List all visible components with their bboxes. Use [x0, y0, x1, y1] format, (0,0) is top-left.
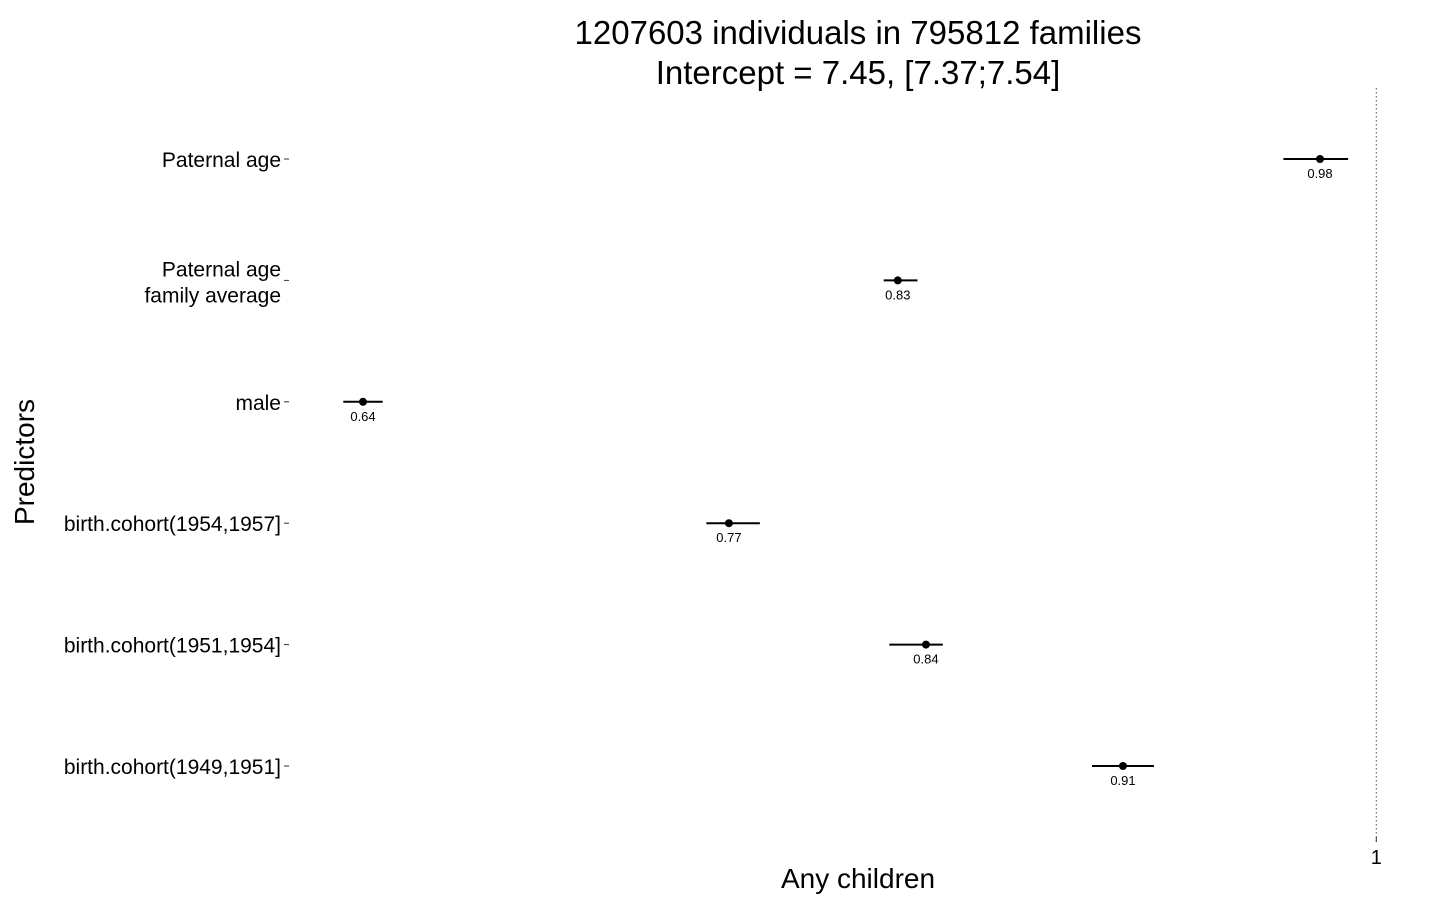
estimate-point — [921, 640, 930, 649]
x-axis-title: Any children — [781, 863, 935, 894]
chart-title-line: Intercept = 7.45, [7.37;7.54] — [656, 54, 1061, 91]
y-tick-label: birth.cohort(1954,1957] — [64, 513, 281, 536]
y-tick-label: family average — [144, 284, 281, 307]
estimate-label: 0.83 — [885, 287, 910, 302]
predictor-row: birth.cohort(1954,1957] 0.77 — [64, 513, 760, 545]
estimate-point — [893, 276, 902, 285]
y-tick-label: male — [235, 392, 281, 415]
y-tick-label: Paternal age — [162, 149, 281, 172]
chart-title: 1207603 individuals in 795812 familiesIn… — [575, 14, 1142, 91]
y-tick-label: birth.cohort(1949,1951] — [64, 756, 281, 779]
chart-title-line: 1207603 individuals in 795812 families — [575, 14, 1142, 51]
predictor-row: Paternal age 0.98 — [162, 149, 1349, 181]
x-tick-label: 1 — [1371, 847, 1382, 869]
estimate-point — [1118, 762, 1127, 770]
predictor-row: birth.cohort(1951,1954] 0.84 — [64, 635, 943, 667]
estimate-label: 0.84 — [913, 652, 938, 667]
estimate-point — [724, 519, 733, 528]
predictor-row: male 0.64 — [235, 392, 383, 424]
y-tick-label: birth.cohort(1951,1954] — [64, 635, 281, 658]
estimate-label: 0.64 — [350, 409, 375, 424]
predictor-rows: Paternal age 0.98 Paternal age family avera… — [64, 149, 1349, 788]
estimate-point — [359, 397, 367, 406]
estimate-label: 0.91 — [1110, 773, 1135, 788]
predictor-row: Paternal age family average 0.83 — [144, 258, 918, 307]
estimate-point — [1316, 155, 1324, 163]
y-tick-label: Paternal age — [162, 258, 281, 281]
estimate-label: 0.98 — [1307, 166, 1332, 181]
estimate-label: 0.77 — [716, 530, 741, 545]
predictor-row: birth.cohort(1949,1951] 0.91 — [64, 756, 1154, 788]
y-axis-title: Predictors — [9, 399, 40, 525]
axes: 1 Any children Predictors — [9, 88, 1382, 894]
